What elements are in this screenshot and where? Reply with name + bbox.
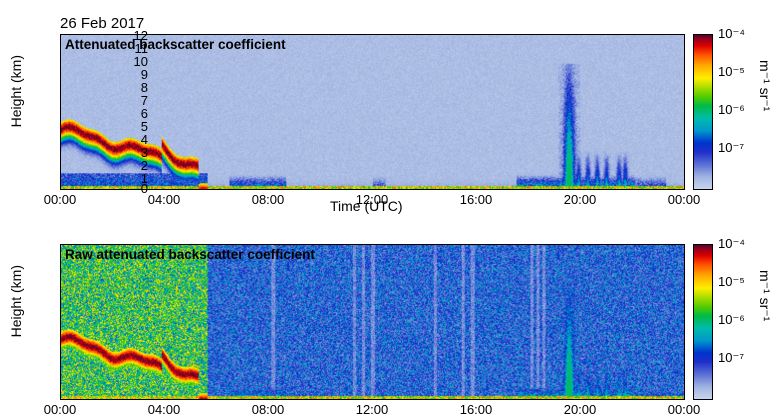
top-colorbar-gradient — [693, 34, 713, 190]
top-backscatter-canvas — [61, 35, 684, 189]
top-panel: 26 Feb 2017 Attenuated backscatter coeff… — [0, 0, 780, 210]
bottom-plot-subtitle: Raw attenuated backscatter coefficient — [65, 247, 315, 262]
top-colorbar-label: m⁻¹ sr⁻¹ — [757, 60, 773, 111]
bottom-plot-frame: Raw attenuated backscatter coefficient — [60, 244, 685, 400]
bottom-y-axis-label: Height (km) — [8, 265, 24, 337]
top-y-axis-label: Height (km) — [8, 55, 24, 127]
top-plot-frame: Attenuated backscatter coefficient — [60, 34, 685, 190]
ceilometer-backscatter-chart: 26 Feb 2017 Attenuated backscatter coeff… — [0, 0, 780, 420]
top-plot-subtitle: Attenuated backscatter coefficient — [65, 37, 286, 52]
bottom-colorbar-gradient — [693, 244, 713, 400]
bottom-colorbar — [693, 244, 713, 400]
bottom-backscatter-canvas — [61, 245, 684, 399]
top-colorbar — [693, 34, 713, 190]
bottom-colorbar-label: m⁻¹ sr⁻¹ — [757, 270, 773, 321]
bottom-panel: Time (UTC) Raw attenuated backscatter co… — [0, 210, 780, 420]
